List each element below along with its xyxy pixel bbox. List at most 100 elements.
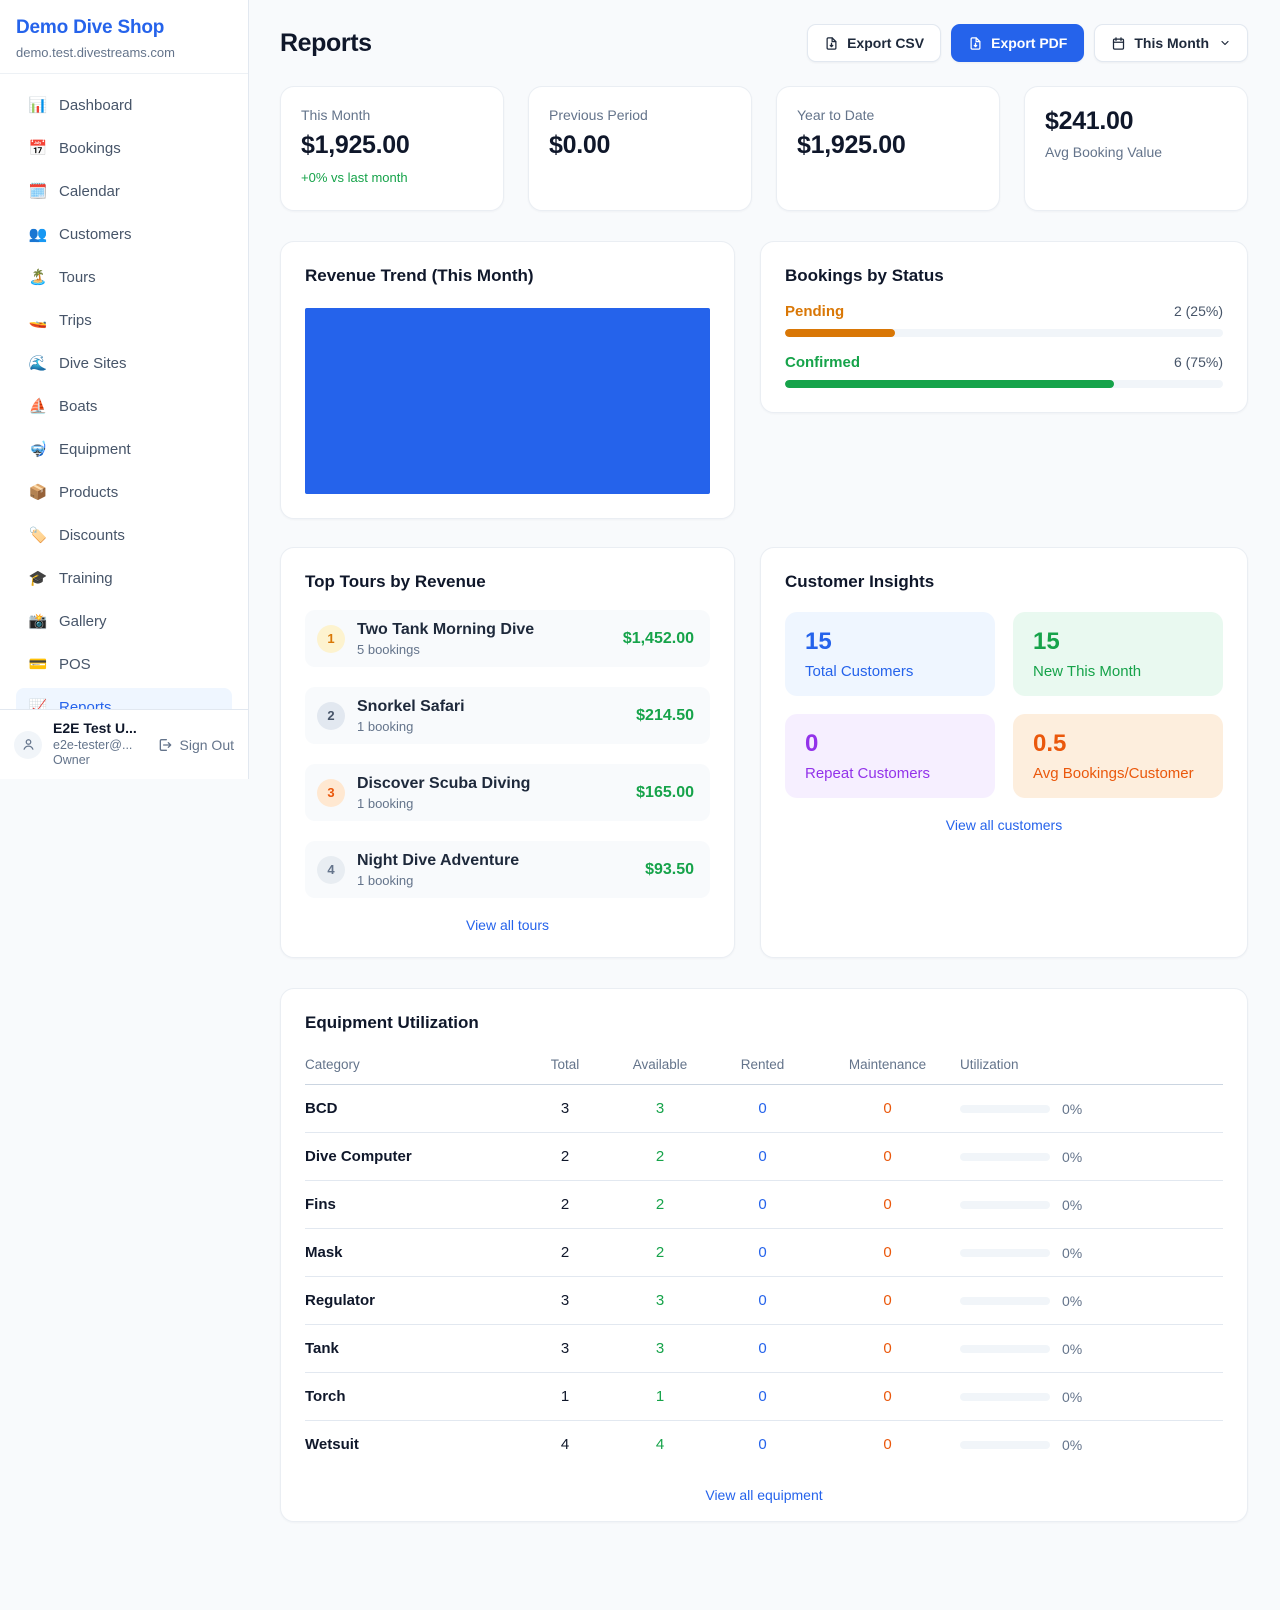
cell-maintenance: 0 — [815, 1084, 960, 1133]
sidebar: Demo Dive Shop demo.test.divestreams.com… — [0, 0, 249, 779]
sidebar-item-tours[interactable]: 🏝️ Tours — [16, 258, 232, 296]
cell-available: 3 — [610, 1324, 710, 1373]
status-label: Confirmed — [785, 354, 860, 371]
cell-utilization: 0% — [1062, 1292, 1083, 1309]
sidebar-item-equipment[interactable]: 🤿 Equipment — [16, 430, 232, 468]
sign-out-button[interactable]: Sign Out — [157, 737, 234, 753]
camera-icon: 📸 — [28, 613, 48, 630]
stat-label: This Month — [301, 107, 371, 123]
tile-label: New This Month — [1033, 663, 1142, 680]
utilization-bar — [960, 1296, 1050, 1305]
sidebar-item-training[interactable]: 🎓 Training — [16, 559, 232, 597]
sidebar-item-gallery[interactable]: 📸 Gallery — [16, 602, 232, 640]
shop-name: Demo Dive Shop — [16, 17, 165, 38]
tile-value: 0.5 — [1033, 730, 1067, 757]
cell-available: 3 — [610, 1084, 710, 1133]
graduation-cap-icon: 🎓 — [28, 570, 48, 587]
table-row: Regulator 3 3 0 0 0% — [305, 1276, 1223, 1325]
table-row: Torch 1 1 0 0 0% — [305, 1372, 1223, 1421]
view-all-equipment-link[interactable]: View all equipment — [705, 1487, 823, 1503]
cell-maintenance: 0 — [815, 1372, 960, 1421]
insight-tiles: 15 Total Customers 15 New This Month 0 R… — [785, 612, 1223, 798]
sailboat-icon: ⛵ — [28, 398, 48, 415]
export-pdf-button[interactable]: Export PDF — [951, 24, 1085, 62]
cell-available: 2 — [610, 1132, 710, 1181]
cell-maintenance: 0 — [815, 1228, 960, 1277]
person-icon — [23, 739, 33, 750]
sidebar-item-trips[interactable]: 🚤 Trips — [16, 301, 232, 339]
stat-label: Previous Period — [549, 107, 648, 123]
cell-available: 3 — [610, 1276, 710, 1325]
tile-value: 0 — [805, 730, 819, 757]
cell-category: Wetsuit — [305, 1436, 359, 1453]
insights-row: Top Tours by Revenue 1 Two Tank Morning … — [280, 547, 1248, 958]
file-download-icon — [826, 36, 837, 50]
utilization-bar — [960, 1344, 1050, 1353]
stat-delta: +0% vs last month — [301, 170, 408, 185]
cell-available: 1 — [610, 1372, 710, 1421]
sidebar-item-pos[interactable]: 💳 POS — [16, 645, 232, 683]
sidebar-item-calendar[interactable]: 🗓️ Calendar — [16, 172, 232, 210]
table-row: Dive Computer 2 2 0 0 0% — [305, 1132, 1223, 1181]
utilization-bar — [960, 1104, 1050, 1113]
period-select[interactable]: This Month — [1094, 24, 1248, 62]
bookings-by-status-card: Bookings by Status Pending 2 (25%) Confi… — [760, 241, 1248, 413]
rank-badge: 3 — [317, 778, 345, 807]
cell-maintenance: 0 — [883, 1436, 892, 1453]
sidebar-item-products[interactable]: 📦 Products — [16, 473, 232, 511]
cell-available: 2 — [610, 1228, 710, 1277]
view-all-customers-link[interactable]: View all customers — [945, 817, 1063, 833]
tile-value: 15 — [805, 628, 832, 655]
credit-card-icon: 💳 — [28, 656, 48, 673]
sidebar-item-reports[interactable]: 📈 Reports — [16, 688, 232, 709]
stat-value: $1,925.00 — [301, 131, 410, 159]
top-tours-card: Top Tours by Revenue 1 Two Tank Morning … — [280, 547, 735, 958]
calendar-icon — [1113, 36, 1125, 50]
trips-boat-icon: 🚤 — [28, 312, 48, 329]
sidebar-item-customers[interactable]: 👥 Customers — [16, 215, 232, 253]
wave-icon: 🌊 — [28, 355, 48, 372]
stat-label: Year to Date — [797, 107, 875, 123]
status-label: Pending — [785, 303, 845, 320]
rank-badge: 1 — [317, 624, 345, 653]
user-panel: E2E Test U... e2e-tester@... Owner Sign … — [0, 709, 248, 779]
dashboard-icon: 📊 — [28, 97, 48, 114]
utilization-bar — [960, 1392, 1050, 1401]
utilization-bar — [960, 1200, 1050, 1209]
utilization-bar — [960, 1440, 1050, 1449]
sidebar-item-boats[interactable]: ⛵ Boats — [16, 387, 232, 425]
sidebar-item-bookings[interactable]: 📅 Bookings — [16, 129, 232, 167]
file-download-icon — [970, 36, 981, 50]
customer-insights-title: Customer Insights — [785, 572, 935, 591]
sidebar-item-label: Tours — [59, 268, 96, 286]
user-name: E2E Test U... — [53, 720, 137, 737]
sidebar-item-dive-sites[interactable]: 🌊 Dive Sites — [16, 344, 232, 382]
cell-rented: 0 — [758, 1436, 767, 1453]
insight-tile-new-this-month: 15 New This Month — [1013, 612, 1223, 696]
tile-value: 15 — [1033, 628, 1060, 655]
cell-total: 2 — [520, 1228, 610, 1277]
cell-rented: 0 — [710, 1084, 815, 1133]
cell-utilization: 0% — [1062, 1340, 1083, 1357]
chevron-down-icon — [1221, 40, 1229, 46]
sidebar-nav: 📊 Dashboard 📅 Bookings 🗓️ Calendar 👥 Cus… — [0, 74, 248, 709]
cell-category: Torch — [305, 1372, 520, 1421]
column-header-rented: Rented — [710, 1047, 815, 1085]
tour-revenue: $214.50 — [636, 706, 694, 724]
sidebar-header: Demo Dive Shop demo.test.divestreams.com — [0, 0, 248, 74]
tour-list: 1 Two Tank Morning Dive 5 bookings $1,45… — [305, 610, 710, 898]
sidebar-item-label: Dive Sites — [59, 354, 127, 372]
cell-rented: 0 — [710, 1228, 815, 1277]
export-csv-button[interactable]: Export CSV — [807, 24, 942, 62]
sidebar-item-label: Dashboard — [59, 96, 133, 114]
status-count: 6 (75%) — [1173, 354, 1223, 370]
stat-value: $0.00 — [549, 131, 611, 159]
cell-rented: 0 — [710, 1372, 815, 1421]
sidebar-item-label: Boats — [59, 397, 98, 415]
sidebar-item-discounts[interactable]: 🏷️ Discounts — [16, 516, 232, 554]
export-pdf-label: Export PDF — [991, 35, 1068, 51]
insight-tile-total-customers: 15 Total Customers — [785, 612, 995, 696]
sidebar-item-dashboard[interactable]: 📊 Dashboard — [16, 86, 232, 124]
view-all-tours-link[interactable]: View all tours — [465, 917, 549, 933]
insight-tile-repeat-customers: 0 Repeat Customers — [785, 714, 995, 798]
